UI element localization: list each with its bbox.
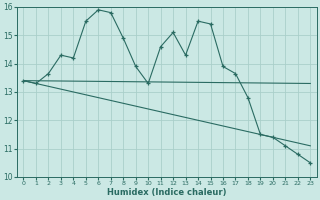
X-axis label: Humidex (Indice chaleur): Humidex (Indice chaleur): [107, 188, 227, 197]
